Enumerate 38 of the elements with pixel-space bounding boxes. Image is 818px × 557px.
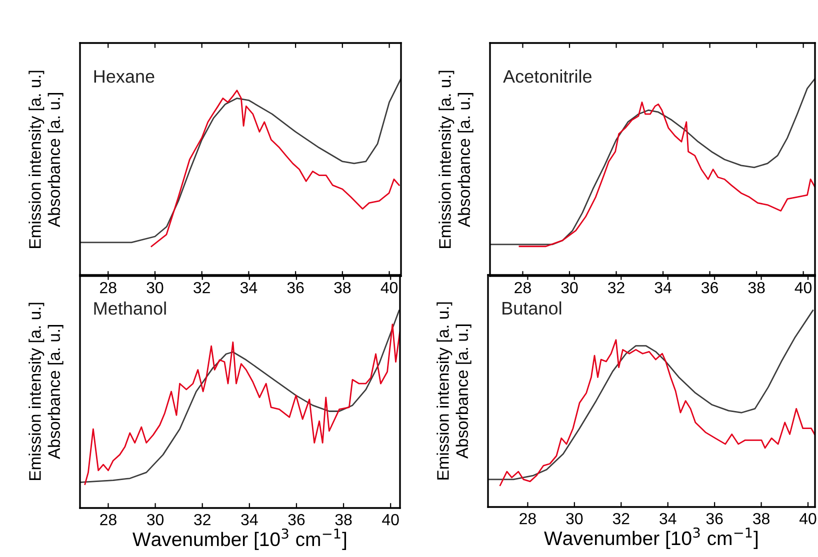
x-tick-label: 32 xyxy=(194,282,210,294)
y-axis-title: Emission intensity [a. u.] Absorbance [a. u.] xyxy=(28,70,64,248)
x-tick-label: 36 xyxy=(287,282,304,294)
chart-title: Acetonitrile xyxy=(503,70,592,83)
x-tick-label: 28 xyxy=(514,282,531,294)
x-tick-label: 34 xyxy=(241,514,258,526)
x-tick-label: 30 xyxy=(146,282,164,294)
y-axis-title: Emission intensity [a. u.] Absorbance [a. u.] xyxy=(28,302,64,480)
x-tick-label: 34 xyxy=(654,282,672,294)
chart-title: Hexane xyxy=(94,70,154,83)
x-tick-label: 34 xyxy=(240,282,258,294)
x-tick-label: 34 xyxy=(660,512,676,524)
x-tick-label: 38 xyxy=(753,512,770,524)
chart-title: Methanol xyxy=(94,302,166,315)
x-tick-label: 40 xyxy=(382,514,399,526)
x-tick-label: 38 xyxy=(335,514,352,526)
y-axis-title: Emission intensity [a. u.] Absorbance [a. u.] xyxy=(436,302,472,480)
chart-title: Butanol xyxy=(502,301,562,315)
x-axis-title: Wavenumber [10$^{3}$ cm$^{−1}$] xyxy=(544,527,758,550)
x-tick-label: 36 xyxy=(706,512,723,524)
x-tick-label: 32 xyxy=(612,512,630,524)
x-tick-label: 30 xyxy=(566,512,583,524)
x-tick-label: 40 xyxy=(380,282,398,294)
x-tick-label: 38 xyxy=(334,282,351,294)
x-tick-label: 40 xyxy=(799,512,816,524)
y-axis-title: Emission intensity [a. u.] Absorbance [a. u.] xyxy=(438,70,474,248)
x-tick-label: 38 xyxy=(748,282,765,294)
x-tick-label: 32 xyxy=(608,282,624,294)
x-tick-label: 32 xyxy=(194,514,210,526)
x-tick-label: 36 xyxy=(702,282,718,294)
x-tick-label: 40 xyxy=(794,282,812,294)
x-tick-label: 28 xyxy=(100,282,116,294)
x-tick-label: 28 xyxy=(100,514,116,526)
x-axis-title: Wavenumber [10$^{3}$ cm$^{−1}$] xyxy=(132,528,346,550)
x-tick-label: 30 xyxy=(147,514,164,526)
x-tick-label: 30 xyxy=(561,282,578,294)
x-tick-label: 36 xyxy=(288,514,305,526)
x-tick-label: 28 xyxy=(520,512,536,524)
